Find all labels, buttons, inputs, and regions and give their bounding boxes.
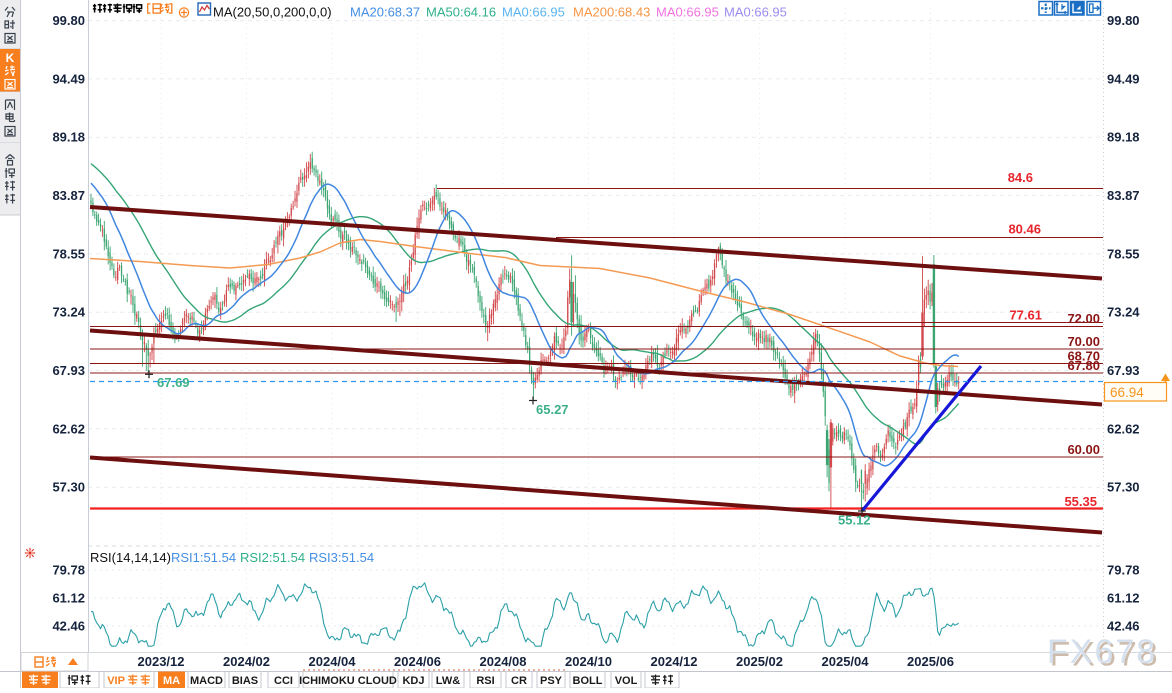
svg-text:68.70: 68.70 — [1067, 349, 1100, 364]
svg-text:42.46: 42.46 — [1107, 619, 1140, 634]
svg-text:55.35: 55.35 — [1064, 494, 1097, 509]
svg-text:2024/08: 2024/08 — [480, 654, 527, 669]
svg-text:72.00: 72.00 — [1067, 311, 1100, 326]
svg-text:78.55: 78.55 — [1107, 246, 1140, 261]
svg-text:79.78: 79.78 — [52, 563, 85, 578]
svg-text:MACD: MACD — [190, 675, 223, 687]
svg-text:VIP: VIP — [107, 675, 125, 687]
svg-text:CCI: CCI — [274, 675, 293, 687]
svg-text:RSI2:51.54: RSI2:51.54 — [240, 550, 305, 565]
svg-text:67.93: 67.93 — [52, 363, 85, 378]
svg-text:61.12: 61.12 — [52, 591, 85, 606]
svg-text:MA0:66.95: MA0:66.95 — [502, 5, 565, 20]
svg-text:K: K — [6, 51, 15, 65]
svg-text:94.49: 94.49 — [52, 71, 85, 86]
svg-text:MA200:68.43: MA200:68.43 — [573, 5, 650, 20]
svg-text:94.49: 94.49 — [1107, 71, 1140, 86]
svg-text:MA20:68.37: MA20:68.37 — [350, 5, 420, 20]
svg-text:BOLL: BOLL — [573, 675, 603, 687]
svg-text:KDJ: KDJ — [402, 675, 424, 687]
svg-text:99.80: 99.80 — [1107, 13, 1140, 28]
svg-text:MA0:66.95: MA0:66.95 — [656, 5, 719, 20]
svg-text:MA0:66.95: MA0:66.95 — [724, 5, 787, 20]
svg-text:62.62: 62.62 — [52, 421, 85, 436]
svg-text:77.61: 77.61 — [1009, 308, 1042, 323]
svg-text:83.87: 83.87 — [1107, 188, 1140, 203]
svg-text:MA(20,50,0,200,0,0): MA(20,50,0,200,0,0) — [213, 5, 332, 20]
svg-text:2024/04: 2024/04 — [309, 654, 357, 669]
svg-text:73.24: 73.24 — [52, 305, 85, 320]
svg-text:2024/12: 2024/12 — [651, 654, 698, 669]
svg-text:65.27: 65.27 — [536, 402, 569, 417]
svg-text:67.93: 67.93 — [1107, 363, 1140, 378]
svg-text:62.62: 62.62 — [1107, 421, 1140, 436]
svg-text:66.94: 66.94 — [1110, 385, 1144, 400]
svg-text:70.00: 70.00 — [1067, 334, 1100, 349]
svg-text:60.00: 60.00 — [1067, 442, 1100, 457]
svg-text:83.87: 83.87 — [52, 188, 85, 203]
svg-text:VOL: VOL — [615, 675, 638, 687]
svg-text:57.30: 57.30 — [1107, 480, 1140, 495]
svg-text:2024/02: 2024/02 — [223, 654, 270, 669]
svg-text:FX678: FX678 — [1050, 636, 1160, 674]
svg-text:42.46: 42.46 — [52, 619, 85, 634]
svg-text:67.80: 67.80 — [1067, 358, 1100, 373]
svg-text:84.6: 84.6 — [1008, 170, 1033, 185]
svg-text:2025/06: 2025/06 — [907, 654, 954, 669]
svg-text:MA50:64.16: MA50:64.16 — [426, 5, 496, 20]
svg-text:78.55: 78.55 — [52, 246, 85, 261]
svg-text:PSY: PSY — [540, 675, 563, 687]
svg-text:80.46: 80.46 — [1008, 222, 1041, 237]
svg-text:FX678: FX678 — [1047, 633, 1157, 671]
svg-text:RSI(14,14,14): RSI(14,14,14) — [90, 550, 171, 565]
svg-text:2023/12: 2023/12 — [138, 654, 185, 669]
svg-text:99.80: 99.80 — [52, 13, 85, 28]
svg-text:67.69: 67.69 — [157, 375, 190, 390]
svg-text:73.24: 73.24 — [1107, 305, 1140, 320]
svg-text:55.12: 55.12 — [838, 513, 871, 528]
svg-text:61.12: 61.12 — [1107, 591, 1140, 606]
svg-text:79.78: 79.78 — [1107, 563, 1140, 578]
svg-text:89.18: 89.18 — [52, 130, 85, 145]
svg-text:RSI: RSI — [476, 675, 494, 687]
svg-text:89.18: 89.18 — [1107, 130, 1140, 145]
svg-text:57.30: 57.30 — [52, 480, 85, 495]
svg-text:ICHIMOKU CLOUD: ICHIMOKU CLOUD — [299, 675, 397, 687]
svg-text:2025/02: 2025/02 — [736, 654, 783, 669]
svg-text:CR: CR — [511, 675, 527, 687]
svg-text:2024/06: 2024/06 — [394, 654, 441, 669]
svg-text:RSI3:51.54: RSI3:51.54 — [309, 550, 374, 565]
svg-text:RSI1:51.54: RSI1:51.54 — [171, 550, 236, 565]
svg-text:LW&: LW& — [436, 675, 460, 687]
svg-text:2024/10: 2024/10 — [565, 654, 612, 669]
svg-text:MA: MA — [163, 675, 180, 687]
svg-text:2025/04: 2025/04 — [822, 654, 870, 669]
svg-text:BIAS: BIAS — [232, 675, 258, 687]
